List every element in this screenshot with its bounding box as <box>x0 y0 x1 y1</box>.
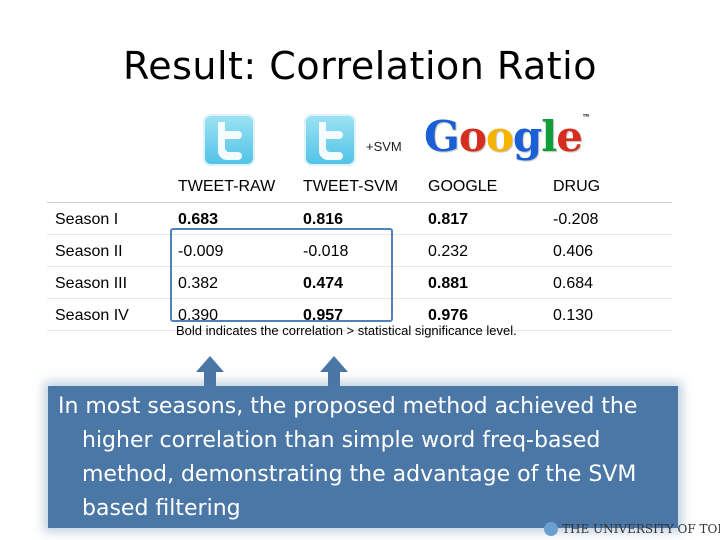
table-header-cell: DRUG <box>545 171 672 203</box>
table-cell: -0.208 <box>545 205 672 235</box>
conclusion-callout: In most seasons, the proposed method ach… <box>48 386 678 528</box>
university-name: THE UNIVERSITY OF TOKYO <box>562 522 720 536</box>
table-cell: -0.018 <box>295 237 420 267</box>
table-cell: Season I <box>47 205 170 235</box>
table-cell: Season IV <box>47 301 170 331</box>
university-emblem-icon <box>544 522 558 536</box>
table-cell: 0.683 <box>170 205 295 235</box>
table-cell: 0.957 <box>295 301 420 331</box>
table-row: Season III 0.382 0.474 0.881 0.684 <box>47 269 672 299</box>
twitter-raw-logo-icon <box>203 114 255 166</box>
table-cell: 0.684 <box>545 269 672 299</box>
footnote: Bold indicates the correlation > statist… <box>176 323 517 338</box>
table-row: Season I 0.683 0.816 0.817 -0.208 <box>47 205 672 235</box>
trademark-mark: ™ <box>581 112 590 122</box>
university-logo: THE UNIVERSITY OF TOKYO <box>544 520 720 538</box>
svm-label: +SVM <box>366 139 402 154</box>
table-cell: 0.474 <box>295 269 420 299</box>
table-row: Season II -0.009 -0.018 0.232 0.406 <box>47 237 672 267</box>
table-header-cell <box>47 171 170 203</box>
table-cell: 0.881 <box>420 269 545 299</box>
table-cell: 0.232 <box>420 237 545 267</box>
table-cell: 0.390 <box>170 301 295 331</box>
table-cell: 0.976 <box>420 301 545 331</box>
table-header-cell: TWEET-SVM <box>295 171 420 203</box>
conclusion-text: In most seasons, the proposed method ach… <box>58 394 638 521</box>
google-letter: o <box>485 112 514 161</box>
table-cell: -0.009 <box>170 237 295 267</box>
correlation-table: TWEET-RAW TWEET-SVM GOOGLE DRUG Season I… <box>47 169 672 333</box>
google-letter: G <box>424 112 460 161</box>
up-arrow-icon <box>196 356 224 402</box>
tweet-columns-highlight-box <box>170 228 393 322</box>
google-logo: Google™ <box>424 112 590 161</box>
table-header-row: TWEET-RAW TWEET-SVM GOOGLE DRUG <box>47 171 672 203</box>
table-cell: 0.130 <box>545 301 672 331</box>
twitter-svm-logo-icon <box>304 114 356 166</box>
google-letter: l <box>541 112 557 161</box>
table-cell: Season III <box>47 269 170 299</box>
up-arrow-icon <box>320 356 348 402</box>
google-letter: e <box>556 112 583 161</box>
google-letter: g <box>512 112 542 161</box>
table-header-cell: TWEET-RAW <box>170 171 295 203</box>
table-cell: 0.382 <box>170 269 295 299</box>
table-cell: 0.406 <box>545 237 672 267</box>
table-cell: Season II <box>47 237 170 267</box>
table-cell: 0.817 <box>420 205 545 235</box>
table-row: Season IV 0.390 0.957 0.976 0.130 <box>47 301 672 331</box>
table-cell: 0.816 <box>295 205 420 235</box>
slide-title: Result: Correlation Ratio <box>123 44 597 88</box>
table-header-cell: GOOGLE <box>420 171 545 203</box>
google-letter: o <box>458 112 487 161</box>
